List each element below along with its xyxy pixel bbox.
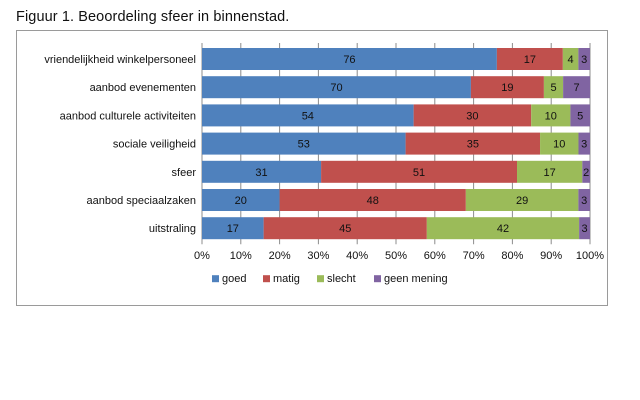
data-label: 29	[516, 195, 528, 207]
x-tick-label: 10%	[230, 250, 252, 262]
bars: 76 17 4 370 19 5 754 30 10 553 35 10 331 51 17 220 48 29 3…	[202, 48, 590, 240]
bar-segment	[202, 48, 497, 70]
bar-segment	[578, 189, 590, 211]
category-label: uitstraling	[149, 223, 196, 235]
data-label: 30	[466, 110, 478, 122]
bar-segment	[202, 76, 471, 99]
bar-segment	[562, 48, 579, 70]
bar-segment	[413, 104, 532, 127]
data-label: 42	[497, 223, 509, 235]
stacked-bar-chart: 76 17 4 370 19 5 754 30 10 553 35 10 331 51 17 220 48 29 3…	[44, 43, 604, 285]
legend-swatch	[374, 275, 381, 283]
bar-segment	[470, 76, 544, 99]
data-label: 3	[581, 139, 587, 151]
category-labels: vriendelijkheid winkelpersoneel aanbod ev…	[44, 54, 196, 235]
x-tick-label: 60%	[424, 250, 446, 262]
x-tick-label: 70%	[463, 250, 485, 262]
data-label: 7	[573, 82, 579, 94]
category-label: aanbod culturele activiteiten	[60, 110, 196, 122]
legend: goed matig slecht geen mening	[212, 273, 448, 285]
data-label: 17	[227, 223, 239, 235]
data-label: 17	[544, 167, 556, 179]
category-label: aanbod speciaalzaken	[87, 195, 196, 207]
data-label: 35	[467, 139, 479, 151]
bar-segment	[202, 217, 264, 240]
data-label: 3	[581, 54, 587, 66]
bar-segment	[578, 48, 590, 70]
data-label: 53	[298, 139, 310, 151]
bar-segment	[279, 189, 466, 211]
legend-swatch	[263, 275, 270, 283]
x-tick-label: 50%	[385, 250, 407, 262]
data-label: 5	[577, 110, 583, 122]
data-label: 4	[568, 54, 574, 66]
data-label: 19	[501, 82, 513, 94]
bar-segment	[579, 217, 590, 240]
data-label: 70	[330, 82, 342, 94]
category-label: vriendelijkheid winkelpersoneel	[44, 54, 196, 66]
bar-segment	[465, 189, 579, 211]
legend-label: geen mening	[384, 273, 448, 285]
category-label: aanbod evenementen	[90, 82, 196, 94]
bar-segment	[202, 132, 406, 155]
bar-segment	[202, 189, 280, 211]
bar-segment	[202, 104, 414, 127]
bar-segment	[321, 160, 518, 183]
data-label: 54	[302, 110, 314, 122]
x-tick-label: 30%	[307, 250, 329, 262]
bar-segment	[543, 76, 564, 99]
data-label: 2	[583, 167, 589, 179]
x-tick-label: 40%	[346, 250, 368, 262]
legend-swatch	[317, 275, 324, 283]
bar-segment	[263, 217, 427, 240]
data-label: 45	[339, 223, 351, 235]
category-label: sociale veiligheid	[113, 139, 196, 151]
x-tick-label: 0%	[194, 250, 210, 262]
data-label: 5	[550, 82, 556, 94]
data-label: 17	[524, 54, 536, 66]
data-label: 31	[255, 167, 267, 179]
bar-segment	[531, 104, 571, 127]
data-label: 20	[235, 195, 247, 207]
legend-label: matig	[273, 273, 300, 285]
data-label: 3	[581, 223, 587, 235]
bar-segment	[405, 132, 541, 155]
bar-segment	[540, 132, 579, 155]
data-label: 3	[581, 195, 587, 207]
bar-segment	[563, 76, 590, 99]
bar-segment	[582, 160, 590, 183]
chart-frame: 76 17 4 3 70 19 5 7 54 30 10 5 53 35 10 3 31 51 17 2 20 48 29 3…	[16, 30, 608, 306]
data-label: 48	[367, 195, 379, 207]
category-label: sfeer	[172, 167, 197, 179]
x-tick-label: 20%	[269, 250, 291, 262]
legend-label: slecht	[327, 273, 356, 285]
data-label: 76	[343, 54, 355, 66]
x-axis-ticks: 0% 10% 20% 30% 40% 50% 60% 70% 80% 90% 100%	[194, 250, 604, 262]
bar-segment	[578, 132, 590, 155]
x-tick-label: 80%	[501, 250, 523, 262]
x-tick-label: 100%	[576, 250, 604, 262]
data-label: 51	[413, 167, 425, 179]
figure-caption: Figuur 1. Beoordeling sfeer in binnensta…	[16, 9, 290, 25]
bar-segment	[426, 217, 580, 240]
data-label: 10	[553, 139, 565, 151]
data-label: 10	[545, 110, 557, 122]
bar-segment	[570, 104, 590, 127]
bar-segment	[202, 160, 322, 183]
legend-swatch	[212, 275, 219, 283]
x-tick-label: 90%	[540, 250, 562, 262]
bar-segment	[517, 160, 583, 183]
legend-label: goed	[222, 273, 246, 285]
bar-segment	[496, 48, 563, 70]
